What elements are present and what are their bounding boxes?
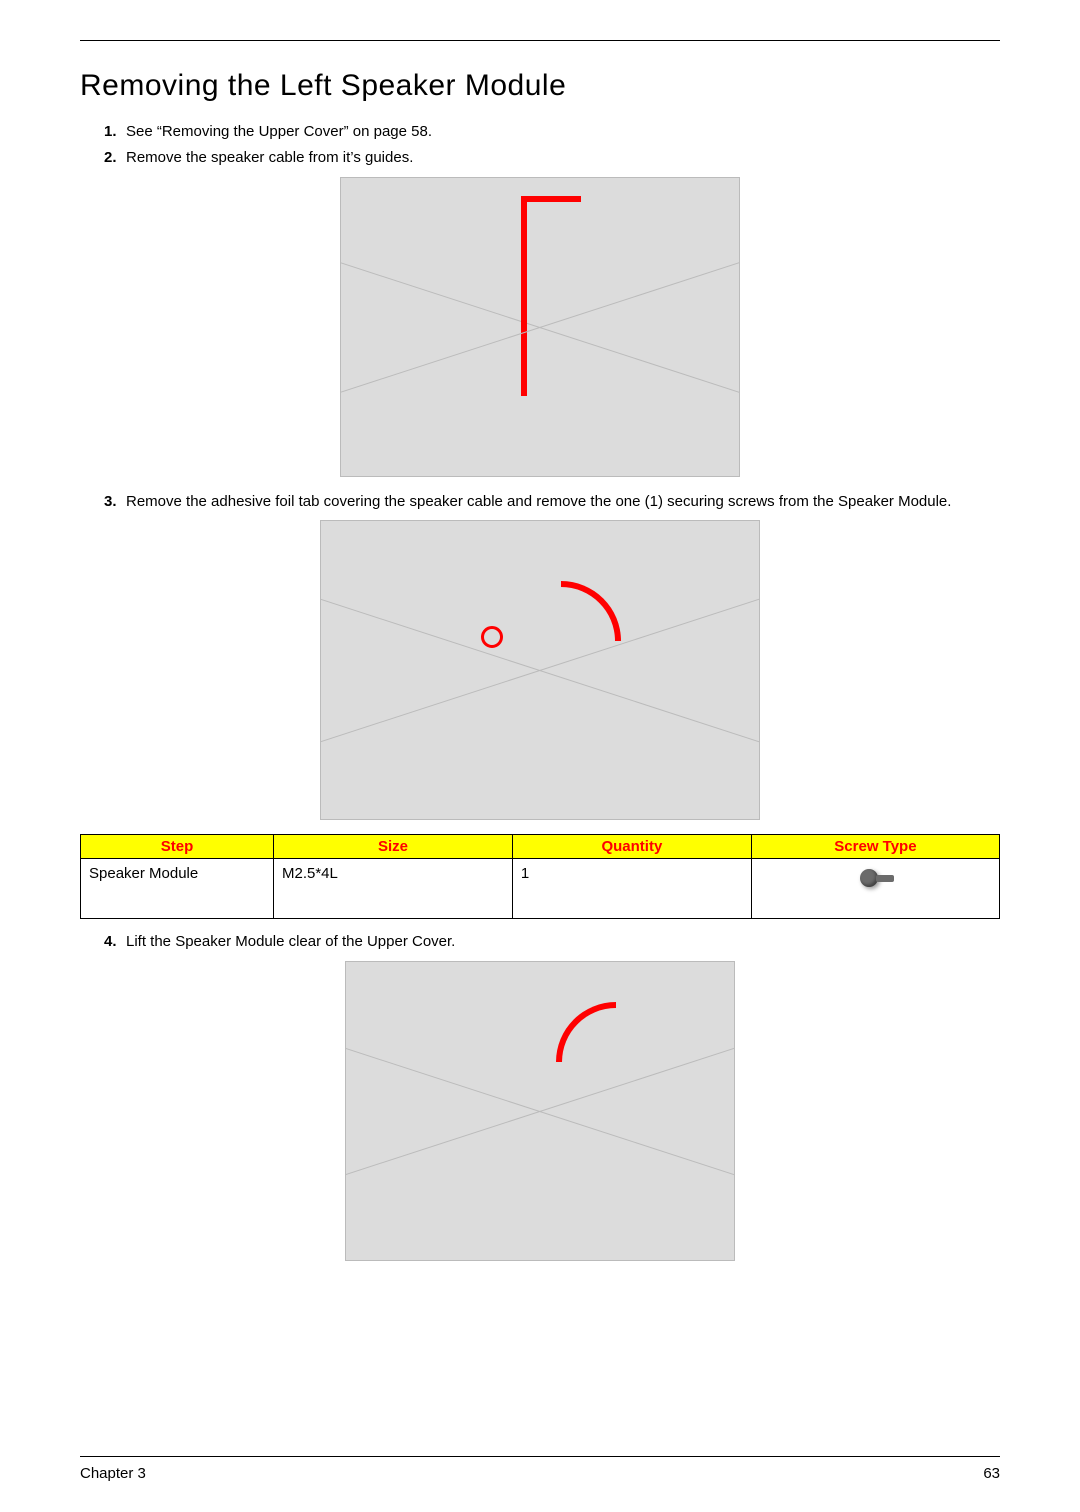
figure-3-image (345, 961, 735, 1261)
bottom-rule (80, 1456, 1000, 1457)
steps-list-cont1: 3. Remove the adhesive foil tab covering… (80, 491, 1000, 513)
page-footer: Chapter 3 63 (80, 1456, 1000, 1482)
footer-page-number: 63 (983, 1465, 1000, 1482)
step-4: 4. Lift the Speaker Module clear of the … (104, 931, 1000, 953)
red-curved-arrow-icon (556, 1002, 616, 1062)
screw-table: Step Size Quantity Screw Type Speaker Mo… (80, 834, 1000, 919)
screw-icon (852, 865, 898, 895)
figure-2 (80, 520, 1000, 820)
td-qty: 1 (512, 859, 751, 919)
step-2-num: 2. (104, 147, 117, 169)
figure-1-image (340, 177, 740, 477)
step-4-text: Lift the Speaker Module clear of the Upp… (126, 933, 455, 950)
step-2-text: Remove the speaker cable from it’s guide… (126, 149, 413, 166)
step-3: 3. Remove the adhesive foil tab covering… (104, 491, 1000, 513)
td-step: Speaker Module (81, 859, 274, 919)
step-3-num: 3. (104, 491, 117, 513)
step-2: 2. Remove the speaker cable from it’s gu… (104, 147, 1000, 169)
steps-list-cont2: 4. Lift the Speaker Module clear of the … (80, 931, 1000, 953)
td-size: M2.5*4L (273, 859, 512, 919)
red-circle-icon (481, 626, 503, 648)
step-4-num: 4. (104, 931, 117, 953)
red-curved-arrow-icon (561, 581, 621, 641)
table-row: Speaker Module M2.5*4L 1 (81, 859, 1000, 919)
th-qty: Quantity (512, 835, 751, 859)
th-type: Screw Type (751, 835, 999, 859)
step-1-num: 1. (104, 121, 117, 143)
step-1-text: See “Removing the Upper Cover” on page 5… (126, 123, 432, 140)
page-heading: Removing the Left Speaker Module (80, 69, 1000, 103)
figure-1 (80, 177, 1000, 477)
red-arrow-path-icon (521, 196, 581, 396)
steps-list: 1. See “Removing the Upper Cover” on pag… (80, 121, 1000, 169)
figure-3 (80, 961, 1000, 1261)
th-step: Step (81, 835, 274, 859)
figure-2-image (320, 520, 760, 820)
step-1: 1. See “Removing the Upper Cover” on pag… (104, 121, 1000, 143)
step-3-text: Remove the adhesive foil tab covering th… (126, 493, 951, 510)
th-size: Size (273, 835, 512, 859)
top-rule (80, 40, 1000, 41)
td-type (751, 859, 999, 919)
footer-chapter: Chapter 3 (80, 1465, 146, 1482)
